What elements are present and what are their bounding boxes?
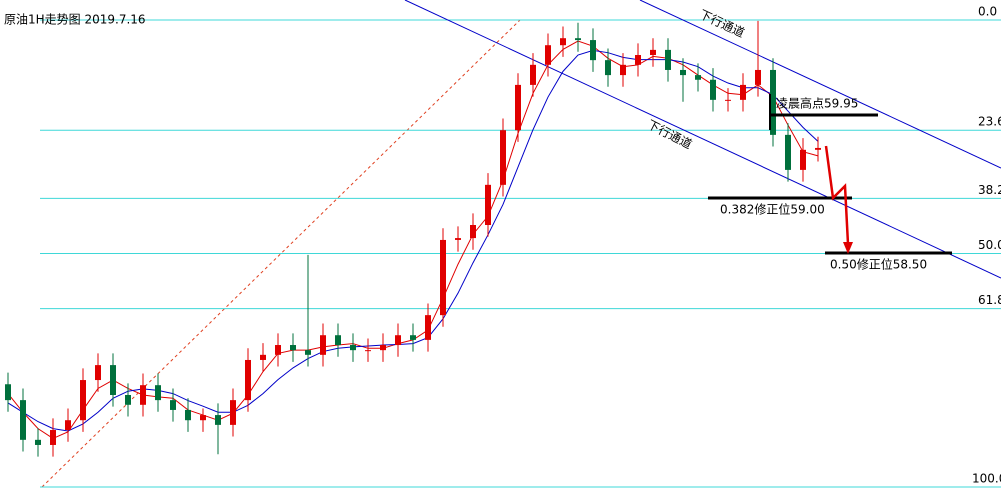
candle-body xyxy=(470,225,476,239)
candle-body xyxy=(320,335,326,355)
candle-body xyxy=(440,239,446,316)
y-tick-label: 0.0 xyxy=(978,4,997,18)
candle-body xyxy=(620,64,626,76)
candle-body xyxy=(500,130,506,185)
annotation: 0.50修正位58.50 xyxy=(830,257,927,272)
annotation: 0.382修正位59.00 xyxy=(720,202,825,217)
candles xyxy=(5,20,821,457)
candle-body xyxy=(290,345,296,351)
fib-levels: 0.0 23.6 38.2 50.0 61.8 100.0 xyxy=(40,4,1001,488)
candle-body xyxy=(800,149,806,170)
candle-body xyxy=(65,420,71,431)
candle-body xyxy=(260,354,266,360)
candle-body xyxy=(785,134,791,170)
candle-body xyxy=(560,38,566,46)
candle-body xyxy=(575,38,581,41)
candle-body xyxy=(710,79,716,100)
candle-body xyxy=(545,45,551,65)
candle-body xyxy=(95,365,101,381)
y-tick-label: 100.0 xyxy=(972,471,1001,485)
candle-body xyxy=(350,345,356,351)
candle-body xyxy=(5,384,11,401)
candle-body xyxy=(725,99,731,101)
candle-body xyxy=(680,69,686,76)
candle-body xyxy=(410,335,416,340)
candle-body xyxy=(50,430,56,445)
candle-body xyxy=(665,49,671,70)
candle-body xyxy=(245,359,251,401)
candle-body xyxy=(200,415,206,421)
candle-body xyxy=(275,345,281,355)
candle-body xyxy=(215,415,221,425)
candle-body xyxy=(650,49,656,56)
arrow-head xyxy=(843,242,853,254)
candle-body xyxy=(140,385,146,405)
candle-body xyxy=(395,335,401,346)
candle-body xyxy=(35,439,41,445)
candle-body xyxy=(455,238,461,240)
candle-body xyxy=(230,400,236,425)
candle-body xyxy=(155,385,161,401)
candle-body xyxy=(770,69,776,135)
candle-body xyxy=(305,350,311,355)
channel-line xyxy=(639,0,1001,169)
candle-body xyxy=(740,84,746,100)
chart-title: 原油1H走势图 2019.7.16 xyxy=(4,13,146,27)
candle-body xyxy=(485,184,491,226)
candle-body xyxy=(755,69,761,85)
y-tick-label: 38.2 xyxy=(978,183,1001,197)
candle-body xyxy=(335,335,341,346)
candle-body xyxy=(425,315,431,340)
candle-body xyxy=(170,400,176,410)
candle-body xyxy=(380,345,386,351)
annotation: 凌晨高点59.95 xyxy=(776,96,858,111)
candle-body xyxy=(530,64,536,85)
candle-body xyxy=(635,55,641,65)
y-tick-label: 50.0 xyxy=(978,238,1001,252)
channel-line xyxy=(404,0,1001,279)
forecast-arrow xyxy=(824,145,850,245)
candle-body xyxy=(20,400,26,440)
candle-body xyxy=(695,75,701,80)
candle-body xyxy=(590,40,596,61)
y-tick-label: 23.6 xyxy=(978,115,1001,129)
candle-body xyxy=(185,409,191,421)
candle-body xyxy=(80,380,86,421)
candle-body xyxy=(125,394,131,405)
candle-body xyxy=(515,84,521,131)
candle-body xyxy=(815,147,821,150)
candle-body xyxy=(365,350,371,352)
y-tick-label: 61.8 xyxy=(978,293,1001,307)
candle-body xyxy=(110,365,116,395)
candle-body xyxy=(605,60,611,76)
